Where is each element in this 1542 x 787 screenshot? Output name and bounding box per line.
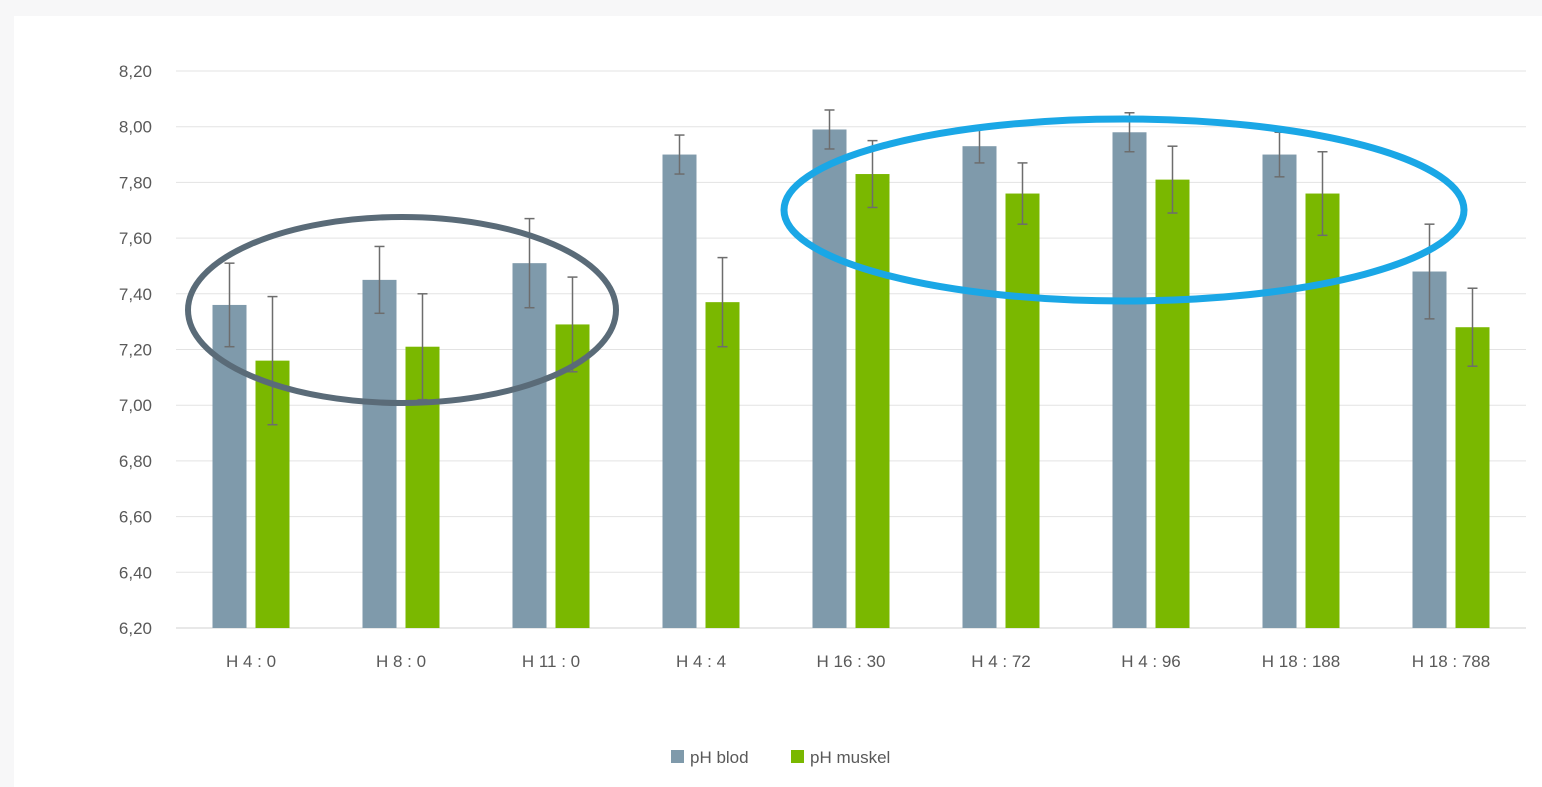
y-tick-label: 6,40 [119,563,152,582]
bar-ph-blod [513,263,547,628]
y-tick-label: 6,80 [119,452,152,471]
legend-label-ph-muskel: pH muskel [810,748,890,767]
x-tick-label: H 11 : 0 [522,652,580,671]
legend-swatch-ph-muskel [791,750,804,763]
x-tick-label: H 4 : 4 [676,652,726,671]
bar-ph-blod [363,280,397,628]
highlight-ellipse [188,217,616,403]
legend-label-ph-blod: pH blod [690,748,749,767]
x-axis-ticks: H 4 : 0 H 8 : 0 H 11 : 0 H 4 : 4 H 16 : 30 H … [226,652,1490,671]
bar-ph-muskel [1456,327,1490,628]
bar-ph-blod [1413,272,1447,628]
y-tick-label: 7,80 [119,173,152,192]
bar-ph-muskel [1006,194,1040,628]
x-tick-label: H 8 : 0 [376,652,426,671]
y-tick-label: 7,40 [119,285,152,304]
legend-swatch-ph-blod [671,750,684,763]
x-tick-label: H 18 : 788 [1412,652,1490,671]
y-tick-label: 7,00 [119,396,152,415]
x-tick-label: H 4 : 96 [1121,652,1181,671]
y-tick-label: 6,60 [119,508,152,527]
bar-ph-blod [1263,155,1297,628]
x-tick-label: H 4 : 72 [971,652,1031,671]
y-tick-label: 7,60 [119,229,152,248]
y-tick-label: 6,20 [119,619,152,638]
y-tick-label: 8,20 [119,62,152,81]
bar-ph-blod [963,146,997,628]
bar-ph-muskel [856,174,890,628]
bar-ph-blod [813,129,847,628]
x-tick-label: H 16 : 30 [817,652,886,671]
bar-ph-blod [663,155,697,628]
y-tick-label: 7,20 [119,341,152,360]
bar-ph-muskel [1156,180,1190,628]
bar-ph-muskel [706,302,740,628]
bar-ph-muskel [1306,194,1340,628]
y-axis-ticks: 6,20 6,40 6,60 6,80 7,00 7,20 7,40 7,60 7,80 8,00… [119,62,152,638]
x-tick-label: H 4 : 0 [226,652,276,671]
bar-ph-blod [213,305,247,628]
bar-ph-blod [1113,132,1147,628]
y-tick-label: 8,00 [119,118,152,137]
x-tick-label: H 18 : 188 [1262,652,1340,671]
legend: pH blod pH muskel [671,748,890,767]
bars [213,129,1490,628]
